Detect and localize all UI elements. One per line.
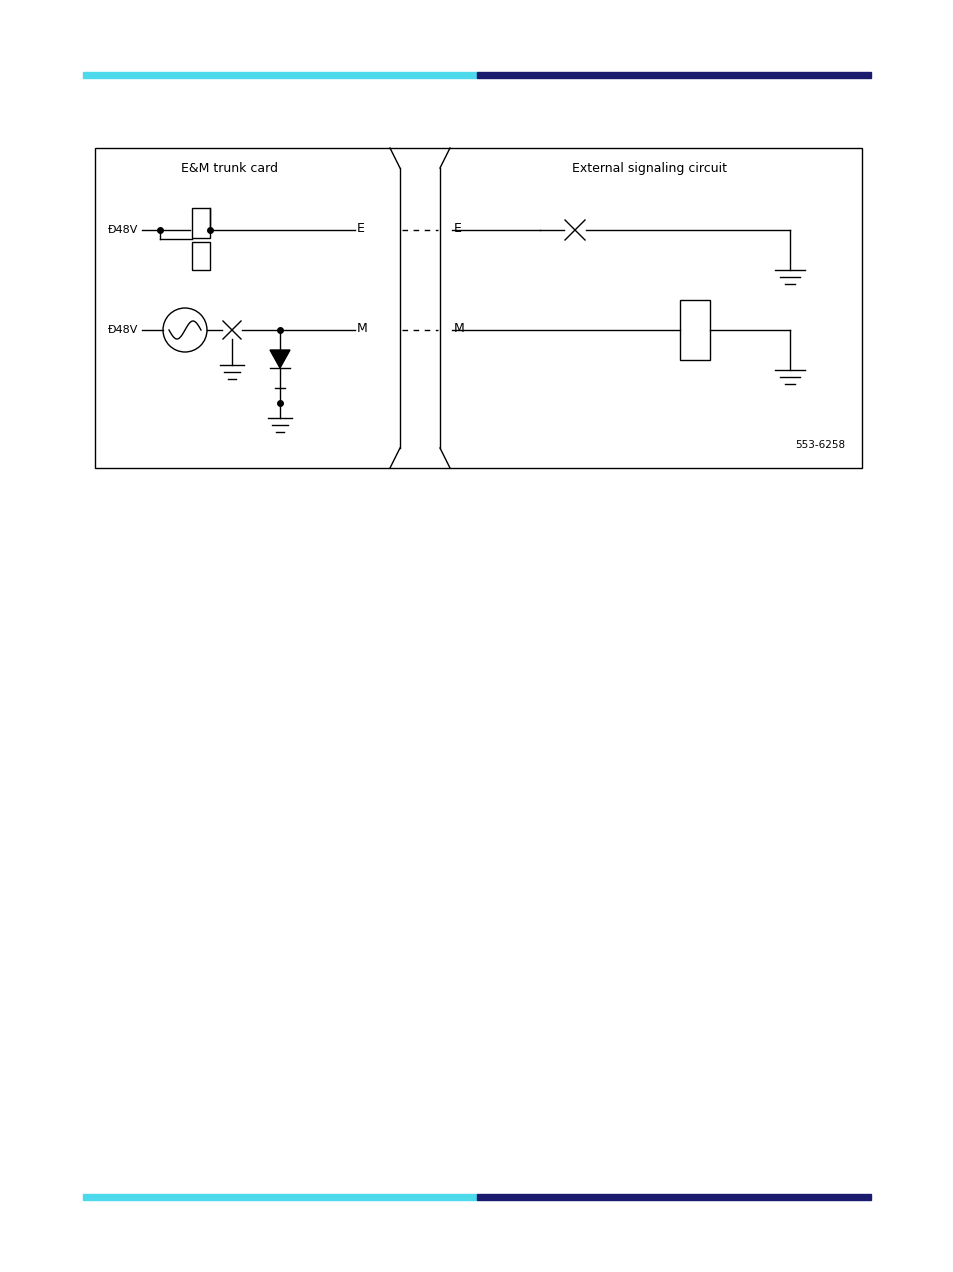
Text: M: M	[454, 322, 464, 335]
Text: External signaling circuit: External signaling circuit	[572, 162, 727, 176]
Text: M: M	[356, 322, 367, 335]
Text: Ð48V: Ð48V	[108, 225, 138, 235]
Text: E: E	[356, 221, 364, 234]
Text: 553-6258: 553-6258	[794, 440, 844, 450]
Bar	[95, 148, 862, 468]
Bar	[476, 73, 870, 78]
Text: E: E	[454, 221, 461, 234]
Polygon shape	[270, 350, 290, 368]
Text: Ð48V: Ð48V	[108, 326, 138, 335]
Bar	[679, 300, 709, 360]
Text: E&M trunk card: E&M trunk card	[181, 162, 278, 176]
Bar	[192, 209, 210, 238]
Bar	[83, 1194, 477, 1199]
Bar	[83, 73, 477, 78]
Bar	[192, 242, 210, 270]
Bar	[476, 1194, 870, 1199]
